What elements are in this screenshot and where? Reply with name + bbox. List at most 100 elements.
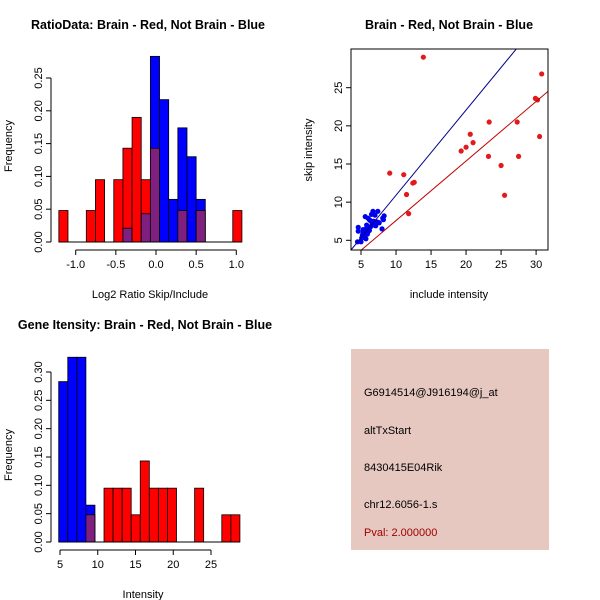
scatter-title: Brain - Red, Not Brain - Blue: [365, 18, 533, 32]
scatter-point: [536, 133, 543, 140]
gene-intensity-title: Gene Itensity: Brain - Red, Not Brain - …: [18, 318, 272, 332]
scatter-point: [498, 162, 504, 169]
x-tick-label: -0.5: [106, 259, 125, 271]
y-tick-label: 0.00: [33, 531, 45, 552]
histogram-bar: [221, 514, 232, 543]
ratio-histogram-xlabel: Log2 Ratio Skip/Include: [92, 289, 208, 301]
scatter-point: [420, 54, 426, 60]
scatter-point: [539, 71, 545, 77]
x-tick-label: 15: [425, 259, 437, 271]
y-tick-label: 0.10: [33, 475, 45, 496]
ratio-histogram-title: RatioData: Brain - Red, Not Brain - Blue: [31, 18, 265, 32]
scatter-point: [463, 144, 469, 150]
histogram-bar: [139, 460, 150, 543]
scatter-point: [363, 236, 369, 242]
scatter-ylabel: skip intensity: [303, 118, 315, 181]
scatter-point: [486, 119, 492, 125]
histogram-bar: [232, 210, 243, 243]
x-tick-label: 15: [129, 559, 141, 571]
y-tick-label: 15: [333, 158, 345, 170]
x-tick-label: 10: [390, 259, 402, 271]
fit-line: [351, 49, 517, 250]
histogram-bar: [130, 514, 141, 543]
histogram-bar-overlap: [85, 514, 96, 543]
x-tick-label: 1.0: [229, 259, 244, 271]
y-tick-label: 0.05: [33, 198, 45, 219]
x-tick-label: 30: [530, 259, 542, 271]
y-tick-label: 0.20: [33, 100, 45, 121]
info-panel: G6914514@J916194@j_at altTxStart 8430415…: [351, 349, 549, 550]
scatter-point: [370, 208, 376, 214]
histogram-bar: [194, 487, 205, 543]
scatter-point: [514, 119, 520, 125]
pval: Pval: 2.000000: [364, 527, 437, 539]
histogram-bar: [167, 487, 177, 543]
y-tick-label: 0.15: [33, 133, 45, 154]
histogram-bar: [112, 487, 123, 543]
scatter-point: [379, 226, 385, 232]
scatter-point: [501, 192, 508, 198]
gene-intensity-xlabel: Intensity: [123, 589, 164, 600]
y-tick-label: 0.25: [33, 67, 45, 88]
scatter-point: [376, 220, 382, 226]
y-tick-label: 10: [333, 196, 345, 208]
histogram-bar: [148, 487, 159, 543]
y-tick-label: 0.25: [33, 390, 45, 411]
x-tick-label: 20: [167, 559, 179, 571]
gene-name: 8430415E04Rik: [364, 462, 443, 474]
y-tick-label: 0.15: [33, 446, 45, 467]
scatter-point: [403, 191, 410, 198]
y-tick-label: 20: [333, 120, 345, 132]
x-tick-label: 0.5: [189, 259, 204, 271]
y-tick-label: 5: [333, 237, 345, 243]
y-tick-label: 0.20: [33, 418, 45, 439]
histogram-bar: [131, 116, 142, 243]
x-tick-label: -1.0: [66, 259, 85, 271]
info-panel-background: [351, 349, 549, 550]
gene-intensity-ylabel: Frequency: [3, 429, 15, 481]
histogram-bar: [85, 210, 96, 243]
scatter-point: [515, 153, 522, 159]
histogram-bar: [113, 179, 124, 243]
scatter-point: [387, 170, 393, 176]
histogram-bar-overlap: [177, 210, 188, 243]
histogram-bar: [58, 381, 69, 543]
gene-intensity-histogram: Gene Itensity: Brain - Red, Not Brain - …: [3, 318, 272, 600]
histogram-bar: [157, 487, 168, 543]
scatter-point: [485, 153, 492, 159]
scatter-point: [355, 224, 361, 230]
histogram-bar: [95, 179, 106, 243]
x-tick-label: 25: [495, 259, 507, 271]
y-tick-label: 25: [333, 82, 345, 94]
x-tick-label: 20: [460, 259, 472, 271]
y-tick-label: 0.10: [33, 166, 45, 187]
fit-line: [360, 91, 548, 250]
histogram-bar-overlap: [195, 210, 206, 243]
histogram-bar: [103, 487, 114, 543]
histogram-bar: [230, 514, 241, 543]
scatter-point: [375, 208, 381, 214]
histogram-bar: [67, 356, 78, 543]
scatter-point: [366, 217, 373, 223]
histogram-bar-overlap: [140, 213, 151, 243]
intensity-scatter: Brain - Red, Not Brain - Blue include in…: [303, 18, 549, 301]
histogram-bar-overlap: [149, 147, 160, 243]
scatter-point: [467, 131, 473, 137]
probe-id: G6914514@J916194@j_at: [364, 387, 498, 399]
x-tick-label: 10: [92, 559, 104, 571]
scatter-point: [372, 212, 378, 218]
event-type: altTxStart: [364, 425, 411, 437]
scatter-xlabel: include intensity: [410, 289, 489, 301]
x-tick-label: 0.0: [148, 259, 163, 271]
histogram-bar: [58, 210, 69, 243]
histogram-bar: [159, 99, 170, 243]
x-tick-label: 5: [57, 559, 63, 571]
scatter-box: [350, 48, 549, 251]
scatter-plot-area: [351, 49, 548, 250]
scatter-point: [355, 228, 361, 234]
x-tick-label: 25: [205, 559, 217, 571]
x-tick-label: 5: [358, 259, 364, 271]
histogram-bar: [121, 487, 132, 543]
scatter-point: [411, 179, 417, 185]
scatter-point: [380, 217, 387, 223]
